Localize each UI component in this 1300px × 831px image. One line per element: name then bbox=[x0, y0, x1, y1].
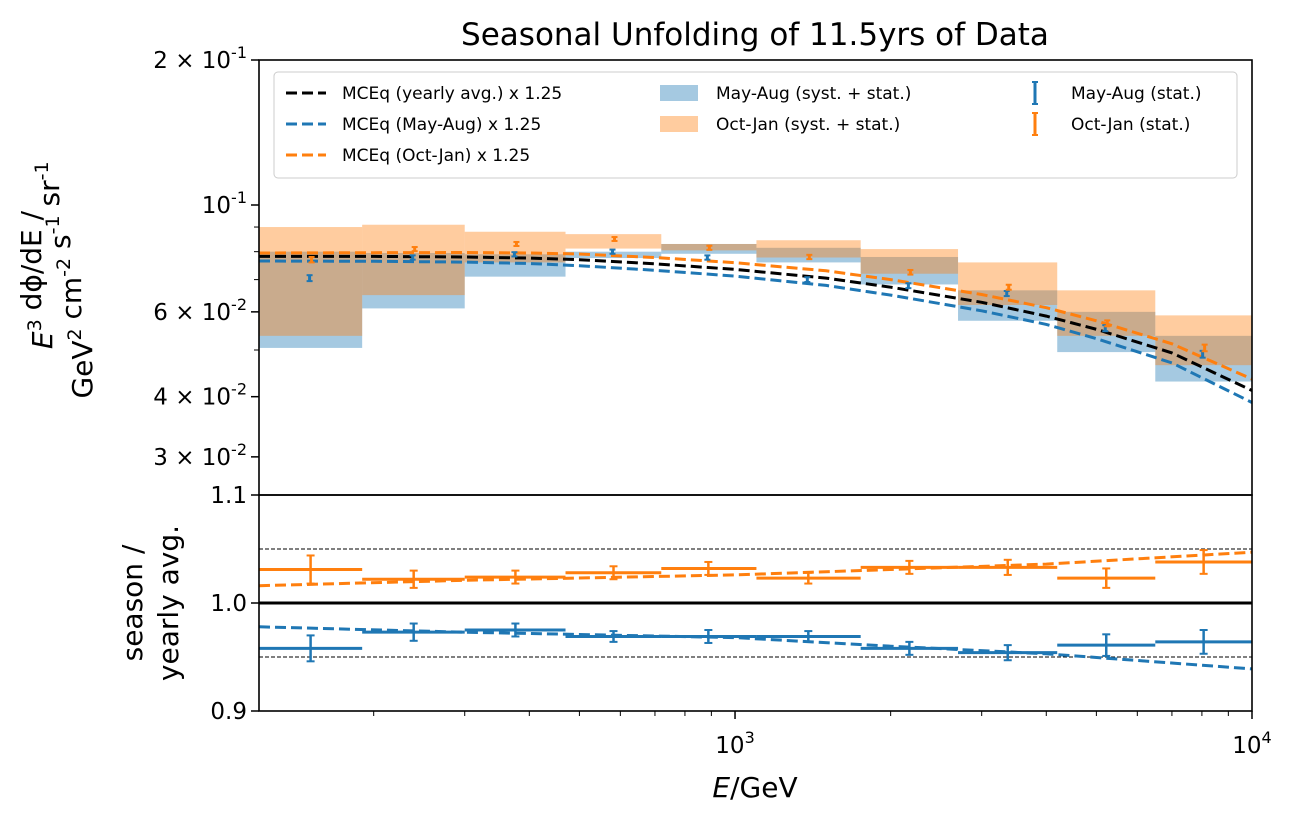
band-bin-4-5 bbox=[756, 240, 861, 258]
bottom-ytick-label-0: 1.1 bbox=[210, 483, 247, 509]
legend-entry-1-label: MCEq (May-Aug) x 1.25 bbox=[342, 115, 541, 135]
bottom-ylabel-line-2: yearly avg. bbox=[152, 525, 185, 681]
ratio-reference-lines bbox=[259, 548, 1252, 658]
top-ytick-label-1: 10-1 bbox=[202, 188, 247, 219]
x-axis-label: E/GeV bbox=[712, 771, 797, 804]
legend-entry-6-label: Oct-Jan (stat.) bbox=[1071, 115, 1190, 135]
bottom-ytick-label-1: 1.0 bbox=[210, 591, 247, 617]
top-ylabel-line-2: GeV2 cm-2 s-1 sr-1 bbox=[31, 161, 99, 398]
top-errorbars-group bbox=[306, 236, 1208, 359]
ratio-series-group bbox=[258, 549, 1253, 671]
legend-frame bbox=[273, 71, 1238, 179]
legend: MCEq (yearly avg.) x 1.25 MCEq (May-Aug) … bbox=[273, 71, 1238, 179]
legend-entry-4-label: Oct-Jan (syst. + stat.) bbox=[716, 115, 900, 135]
x-axis: 103 104 E/GeV bbox=[373, 711, 1272, 804]
top-ytick-label-2: 6 × 10-2 bbox=[153, 295, 247, 326]
top-ylabel-line-1: E3 dϕ/dE / bbox=[15, 210, 59, 349]
top-ytick-label-3: 4 × 10-2 bbox=[153, 380, 247, 411]
y-axis-labels: E3 dϕ/dE /GeV2 cm-2 s-1 sr-1 season /year… bbox=[15, 161, 185, 681]
model-line-2 bbox=[258, 250, 1253, 381]
ratio-model-line-0 bbox=[258, 550, 1253, 588]
legend-entry-2-label: MCEq (Oct-Jan) x 1.25 bbox=[342, 146, 530, 166]
band-bin-3-0 bbox=[259, 251, 363, 348]
legend-entry-3-label: May-Aug (syst. + stat.) bbox=[716, 84, 911, 104]
top-model-lines-group bbox=[258, 250, 1253, 404]
legend-entry-5-label: May-Aug (stat.) bbox=[1071, 84, 1201, 104]
bottom-ytick-label-2: 0.9 bbox=[210, 699, 247, 725]
xtick-label-1: 104 bbox=[1232, 728, 1271, 759]
xtick-label-0: 103 bbox=[715, 728, 754, 759]
model-line-1 bbox=[258, 259, 1253, 404]
band-bin-4-7 bbox=[958, 262, 1058, 306]
legend-entry-3-swatch bbox=[660, 85, 698, 101]
legend-entry-4-swatch bbox=[660, 116, 698, 132]
top-panel: 2 × 10-1 10-1 6 × 10-2 4 × 10-2 3 × 10-2 MCE… bbox=[153, 43, 1253, 496]
bottom-axes-group: 1.1 1.0 0.9 bbox=[210, 483, 1253, 725]
top-bands-group bbox=[259, 224, 1252, 382]
top-ytick-label-0: 2 × 10-1 bbox=[153, 43, 247, 74]
bottom-ylabel-line-1: season / bbox=[116, 544, 149, 661]
model-line-0 bbox=[259, 254, 1253, 392]
ratio-model-line-1 bbox=[258, 625, 1253, 671]
top-ytick-label-4: 3 × 10-2 bbox=[153, 440, 247, 471]
legend-entry-0-label: MCEq (yearly avg.) x 1.25 bbox=[342, 84, 562, 104]
bottom-panel: 1.1 1.0 0.9 bbox=[210, 483, 1253, 725]
chart-title: Seasonal Unfolding of 11.5yrs of Data bbox=[461, 17, 1049, 53]
